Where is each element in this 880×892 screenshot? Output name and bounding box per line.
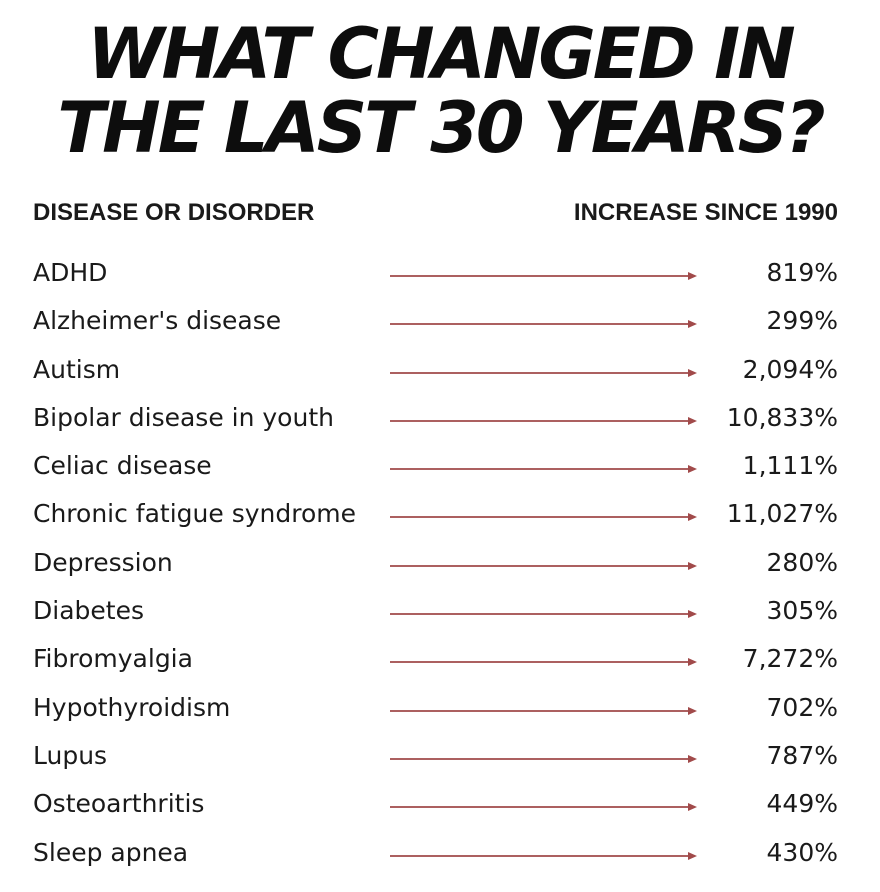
list-item: Hypothyroidism 702% [0,686,880,734]
list-item: ADHD 819% [0,251,880,299]
arrow-icon [390,368,697,377]
list-item: Alzheimer's disease 299% [0,299,880,347]
arrow-icon [390,610,697,619]
increase-value: 11,027% [726,499,838,529]
disease-list: ADHD 819% Alzheimer's disease 299% Autis… [0,251,880,879]
disease-name: Bipolar disease in youth [33,402,334,432]
increase-value: 449% [766,789,838,819]
disease-name: Celiac disease [33,451,212,481]
disease-name: Alzheimer's disease [33,306,282,336]
increase-value: 2,094% [742,354,838,384]
list-item: Bipolar disease in youth 10,833% [0,396,880,444]
column-header-disease: DISEASE OR DISORDER [33,199,315,226]
disease-name: Hypothyroidism [33,692,231,722]
list-item: Autism 2,094% [0,348,880,396]
arrow-icon [390,465,697,474]
increase-value: 787% [766,740,838,770]
arrow-icon [390,803,697,812]
disease-name: ADHD [33,258,108,287]
list-item: Depression 280% [0,541,880,589]
arrow-icon [390,513,697,522]
arrow-icon [390,754,697,763]
increase-value: 10,833% [726,402,838,432]
disease-name: Autism [33,354,121,384]
disease-name: Depression [33,547,173,577]
list-item: Chronic fatigue syndrome 11,027% [0,492,880,540]
list-item: Osteoarthritis 449% [0,782,880,830]
increase-value: 430% [766,837,838,867]
disease-name: Diabetes [33,596,144,626]
disease-name: Sleep apnea [33,837,189,867]
increase-value: 702% [766,692,838,722]
increase-value: 7,272% [742,644,838,674]
column-header-increase: INCREASE SINCE 1990 [573,199,838,226]
increase-value: 1,111% [742,451,838,481]
arrow-icon [390,706,697,715]
title-line-2: THE LAST 30 YEARS? [57,87,825,169]
list-item: Sleep apnea 430% [0,831,880,879]
arrow-icon [390,416,697,425]
arrow-icon [390,561,697,570]
disease-name: Osteoarthritis [33,789,205,819]
disease-name: Fibromyalgia [33,644,193,674]
arrow-icon [390,272,697,280]
increase-value: 299% [766,306,838,336]
list-item: Celiac disease 1,111% [0,444,880,492]
list-item: Fibromyalgia 7,272% [0,637,880,685]
title-line-1: WHAT CHANGED IN [87,13,795,95]
list-item: Lupus 787% [0,734,880,782]
arrow-icon [390,658,697,667]
arrow-icon [390,851,697,860]
arrow-icon [390,320,697,329]
increase-value: 819% [766,258,838,287]
increase-value: 305% [766,596,838,626]
disease-name: Lupus [33,740,108,770]
increase-value: 280% [766,547,838,577]
list-item: Diabetes 305% [0,589,880,637]
disease-name: Chronic fatigue syndrome [33,499,357,529]
